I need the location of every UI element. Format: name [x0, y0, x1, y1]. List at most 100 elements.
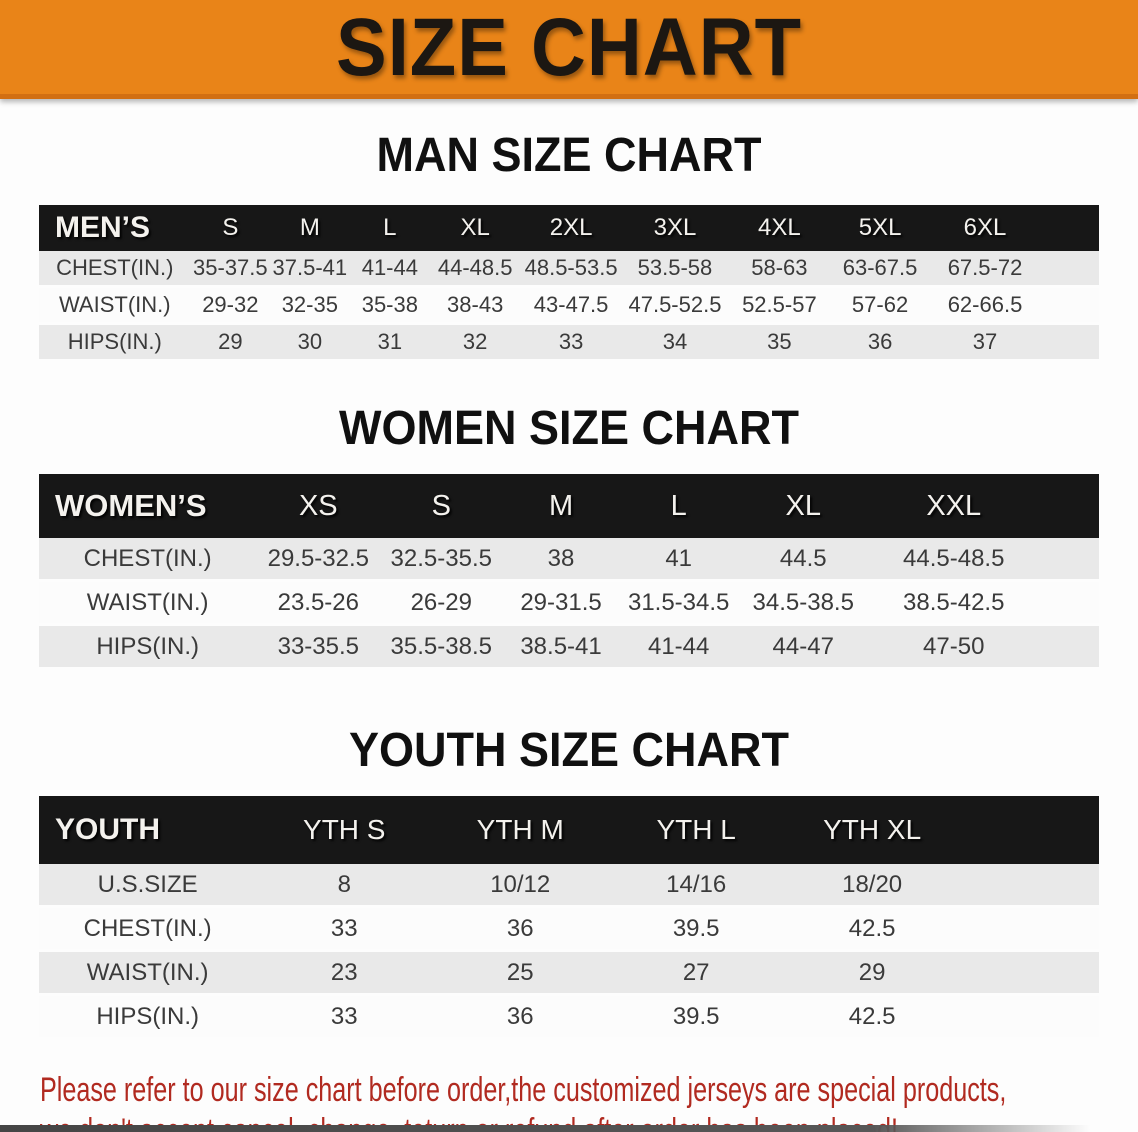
header-filler-cell: [960, 796, 1099, 864]
size-value-cell: 57-62: [830, 288, 930, 325]
filler-cell: [960, 952, 1099, 996]
men-hips-row: HIPS(IN.) 29 30 31 32 33 34 35 36 37: [39, 325, 1099, 362]
youth-section: YOUTH SIZE CHART YOUTH YTH S YTH M YTH L…: [0, 721, 1138, 1040]
size-value-cell: 41-44: [349, 251, 431, 288]
size-column-header: XS: [256, 474, 381, 538]
size-value-cell: 44-48.5: [430, 251, 521, 288]
women-section: WOMEN SIZE CHART WOMEN’S XS S M L XL XXL: [0, 400, 1138, 670]
size-value-cell: 53.5-58: [621, 251, 728, 288]
men-section: MAN SIZE CHART MEN’S S M L XL 2XL 3XL 4X…: [0, 127, 1138, 362]
row-label: U.S.SIZE: [39, 864, 257, 908]
size-value-cell: 25: [432, 952, 609, 996]
size-value-cell: 62-66.5: [929, 288, 1041, 325]
women-chest-row: CHEST(IN.) 29.5-32.5 32.5-35.5 38 41 44.…: [39, 538, 1099, 582]
size-value-cell: 38: [502, 538, 620, 582]
size-value-cell: 35.5-38.5: [380, 626, 503, 670]
size-value-cell: 32.5-35.5: [380, 538, 503, 582]
size-column-header: YTH XL: [784, 796, 961, 864]
youth-chest-row: CHEST(IN.) 33 36 39.5 42.5: [39, 908, 1099, 952]
size-column-header: YTH L: [608, 796, 785, 864]
row-label: CHEST(IN.): [39, 538, 257, 582]
size-column-header: XXL: [868, 474, 1039, 538]
size-value-cell: 63-67.5: [830, 251, 930, 288]
size-value-cell: 52.5-57: [727, 288, 831, 325]
size-value-cell: 35-37.5: [190, 251, 271, 288]
size-value-cell: 29: [190, 325, 271, 362]
filler-cell: [960, 864, 1099, 908]
filler-cell: [960, 996, 1099, 1040]
size-value-cell: 48.5-53.5: [520, 251, 622, 288]
size-value-cell: 29-31.5: [502, 582, 620, 626]
size-value-cell: 8: [256, 864, 433, 908]
size-column-header: M: [502, 474, 620, 538]
size-value-cell: 32-35: [270, 288, 350, 325]
women-size-table: WOMEN’S XS S M L XL XXL CHEST(IN.) 29.5-…: [39, 474, 1099, 670]
size-column-header: L: [349, 205, 431, 251]
size-value-cell: 67.5-72: [929, 251, 1041, 288]
size-value-cell: 37: [929, 325, 1041, 362]
size-column-header: S: [380, 474, 503, 538]
youth-section-heading: YOUTH SIZE CHART: [348, 721, 789, 777]
size-column-header: S: [190, 205, 271, 251]
size-column-header: 4XL: [727, 205, 831, 251]
row-label: HIPS(IN.): [39, 626, 257, 670]
size-value-cell: 38-43: [430, 288, 521, 325]
size-value-cell: 31: [349, 325, 431, 362]
size-value-cell: 27: [608, 952, 785, 996]
women-hips-row: HIPS(IN.) 33-35.5 35.5-38.5 38.5-41 41-4…: [39, 626, 1099, 670]
men-table-label: MEN’S: [39, 205, 191, 251]
filler-cell: [1038, 582, 1099, 626]
size-value-cell: 38.5-42.5: [868, 582, 1039, 626]
filler-cell: [1040, 325, 1099, 362]
size-value-cell: 39.5: [608, 996, 785, 1040]
women-table-label: WOMEN’S: [39, 474, 257, 538]
filler-cell: [1038, 626, 1099, 670]
size-column-header: XL: [430, 205, 521, 251]
row-label: WAIST(IN.): [39, 952, 257, 996]
banner: SIZE CHART: [0, 0, 1138, 99]
size-value-cell: 29: [784, 952, 961, 996]
size-value-cell: 10/12: [432, 864, 609, 908]
youth-hips-row: HIPS(IN.) 33 36 39.5 42.5: [39, 996, 1099, 1040]
size-column-header: 6XL: [929, 205, 1041, 251]
filler-cell: [1038, 538, 1099, 582]
size-value-cell: 47-50: [868, 626, 1039, 670]
size-value-cell: 29-32: [190, 288, 271, 325]
row-label: HIPS(IN.): [39, 996, 257, 1040]
youth-size-table: YOUTH YTH S YTH M YTH L YTH XL U.S.SIZE …: [39, 796, 1099, 1040]
size-value-cell: 33: [520, 325, 622, 362]
men-waist-row: WAIST(IN.) 29-32 32-35 35-38 38-43 43-47…: [39, 288, 1099, 325]
size-value-cell: 33-35.5: [256, 626, 381, 670]
filler-cell: [960, 908, 1099, 952]
size-value-cell: 18/20: [784, 864, 961, 908]
size-column-header: 2XL: [520, 205, 622, 251]
women-waist-row: WAIST(IN.) 23.5-26 26-29 29-31.5 31.5-34…: [39, 582, 1099, 626]
size-value-cell: 23: [256, 952, 433, 996]
size-value-cell: 43-47.5: [520, 288, 622, 325]
size-value-cell: 42.5: [784, 908, 961, 952]
size-value-cell: 32: [430, 325, 521, 362]
size-value-cell: 42.5: [784, 996, 961, 1040]
size-value-cell: 44-47: [737, 626, 869, 670]
size-value-cell: 26-29: [380, 582, 503, 626]
row-label: WAIST(IN.): [39, 582, 257, 626]
filler-cell: [1040, 288, 1099, 325]
women-header-row: WOMEN’S XS S M L XL XXL: [39, 474, 1099, 538]
size-value-cell: 29.5-32.5: [256, 538, 381, 582]
size-value-cell: 44.5: [737, 538, 869, 582]
size-value-cell: 30: [270, 325, 350, 362]
men-header-row: MEN’S S M L XL 2XL 3XL 4XL 5XL 6XL: [39, 205, 1099, 251]
size-value-cell: 41: [619, 538, 738, 582]
youth-ussize-row: U.S.SIZE 8 10/12 14/16 18/20: [39, 864, 1099, 908]
size-column-header: YTH S: [256, 796, 433, 864]
size-value-cell: 36: [432, 996, 609, 1040]
size-value-cell: 35-38: [349, 288, 431, 325]
size-column-header: 3XL: [621, 205, 728, 251]
row-label: CHEST(IN.): [39, 251, 191, 288]
disclaimer-line-1: Please refer to our size chart before or…: [40, 1071, 1007, 1109]
bottom-artifact-bar: [0, 1125, 1090, 1132]
row-label: HIPS(IN.): [39, 325, 191, 362]
header-filler-cell: [1040, 205, 1099, 251]
size-value-cell: 36: [830, 325, 930, 362]
